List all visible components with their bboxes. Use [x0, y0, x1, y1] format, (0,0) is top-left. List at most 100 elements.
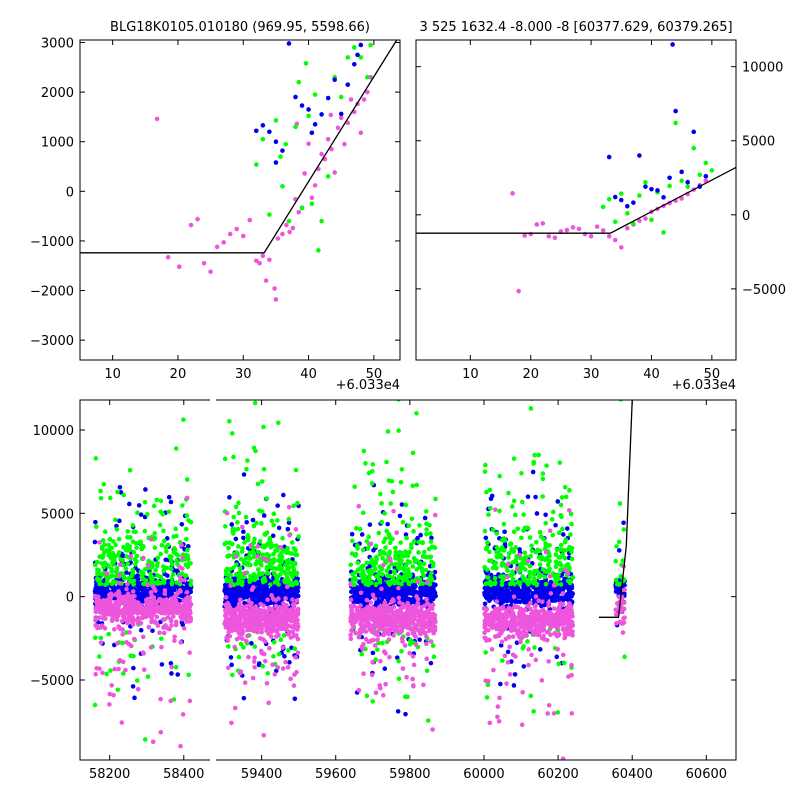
data-point-blue [135, 576, 141, 582]
data-point-pink [411, 683, 416, 688]
data-point-blue [309, 130, 315, 136]
panel-top-left-title: BLG18K0105.010180 (969.95, 5598.66) [110, 20, 370, 35]
data-point-green [174, 533, 179, 539]
data-point-blue [292, 696, 298, 702]
data-point-pink [421, 682, 426, 688]
data-point-green [396, 676, 402, 682]
x-tick-label: 40 [643, 367, 660, 382]
data-point-blue [244, 519, 249, 525]
data-point-blue [522, 599, 528, 605]
data-point-pink [233, 554, 239, 559]
data-point-green [259, 509, 265, 514]
data-point-green [422, 549, 427, 555]
data-point-pink [148, 536, 154, 542]
data-point-pink [116, 624, 121, 629]
data-point-blue [482, 601, 488, 607]
data-point-pink [386, 637, 392, 642]
data-point-pink [355, 610, 361, 616]
data-point-green [567, 488, 572, 493]
data-point-pink [413, 642, 419, 647]
data-point-green [529, 543, 534, 548]
data-point-green [506, 555, 511, 560]
data-point-green [237, 569, 243, 575]
data-point-pink [108, 603, 114, 609]
data-point-green [396, 574, 402, 579]
panel-top-right-frame [415, 39, 737, 361]
data-point-pink [404, 675, 409, 680]
x-tick-label: 50 [704, 367, 721, 382]
data-point-green [325, 174, 331, 179]
data-point-pink [431, 616, 437, 622]
data-point-green [506, 490, 511, 496]
y-tick-label: 3000 [41, 36, 74, 51]
data-point-green [396, 400, 401, 402]
data-point-pink [368, 541, 374, 547]
data-point-green [420, 581, 426, 586]
data-point-green [154, 497, 160, 503]
data-point-blue [117, 518, 122, 524]
data-point-green [531, 576, 537, 581]
data-point-green [403, 502, 409, 508]
data-point-blue [386, 593, 391, 598]
data-point-green [406, 523, 412, 529]
data-point-green [286, 648, 291, 653]
data-point-pink [377, 683, 383, 688]
data-point-green [222, 456, 228, 462]
data-point-green [110, 539, 116, 544]
data-point-pink [287, 229, 292, 235]
data-point-pink [516, 288, 521, 294]
data-point-pink [181, 626, 187, 631]
data-point-green [303, 61, 309, 66]
data-point-blue [157, 591, 163, 597]
data-point-pink [400, 601, 405, 607]
data-point-green [160, 511, 166, 517]
data-point-pink [103, 616, 108, 622]
data-point-green [105, 575, 111, 581]
data-point-green [697, 172, 703, 178]
data-point-blue [625, 203, 630, 209]
data-point-blue [292, 589, 298, 594]
data-point-blue [542, 602, 547, 608]
data-point-pink [157, 630, 162, 636]
data-point-pink [254, 258, 259, 264]
data-point-green [637, 193, 642, 198]
data-point-blue [374, 591, 380, 597]
data-point-pink [273, 297, 279, 302]
data-point-green [550, 532, 556, 538]
data-point-green [485, 682, 491, 688]
data-point-pink [348, 97, 354, 102]
data-point-green [703, 160, 709, 166]
data-point-green [558, 547, 563, 552]
data-point-green [174, 558, 180, 563]
data-point-green [92, 702, 98, 708]
data-point-pink [417, 631, 423, 636]
data-point-pink [226, 618, 231, 624]
data-point-pink [290, 225, 296, 231]
data-point-green [131, 582, 136, 587]
data-point-pink [425, 580, 430, 585]
data-point-blue [515, 586, 521, 591]
data-point-pink [365, 89, 370, 95]
data-point-green [386, 478, 392, 483]
data-point-pink [391, 633, 396, 638]
data-point-green [519, 470, 524, 476]
data-point-green [373, 657, 379, 663]
data-point-pink [119, 720, 125, 725]
data-point-pink [265, 557, 270, 563]
data-point-blue [92, 539, 98, 545]
data-point-pink [372, 614, 378, 619]
y-tick-label: −2000 [30, 285, 74, 300]
data-point-blue [273, 139, 279, 145]
data-point-green [296, 534, 301, 539]
data-point-green [244, 466, 249, 472]
panel-top-left-marks [80, 40, 398, 302]
data-point-pink [177, 578, 183, 584]
data-point-pink [612, 237, 618, 243]
data-point-green [486, 512, 491, 518]
data-point-green [385, 429, 391, 434]
data-point-green [373, 581, 379, 587]
data-point-green [393, 580, 399, 586]
data-point-green [97, 654, 102, 659]
data-point-green [264, 570, 270, 576]
